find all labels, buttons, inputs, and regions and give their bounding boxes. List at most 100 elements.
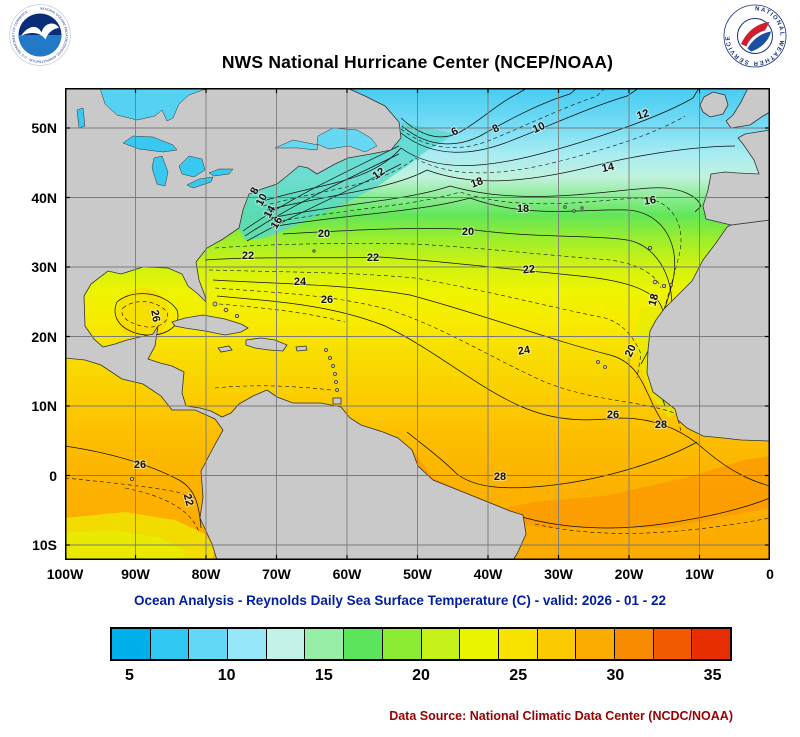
isotherm-dashed — [400, 88, 606, 148]
contour-label: 22 — [522, 263, 535, 276]
lon-tick-label: 70W — [262, 566, 291, 582]
colorbar-cell — [344, 629, 383, 659]
lon-tick-label: 40W — [473, 566, 503, 582]
contour-label: 14 — [601, 161, 616, 175]
isotherm-solid — [216, 295, 770, 487]
isotherm-dashed — [214, 243, 662, 289]
colorbar-cell — [189, 629, 229, 659]
noaa-seagull-icon — [21, 23, 59, 40]
contour-label: 28 — [494, 471, 506, 483]
contour-label: 28 — [655, 419, 667, 431]
colorbar-tick-label: 5 — [124, 667, 134, 684]
colorbar-tick-label: 35 — [703, 667, 722, 684]
lon-tick-label: 80W — [191, 566, 221, 582]
map-border — [65, 88, 770, 560]
colorbar-cell — [653, 629, 693, 659]
lon-tick-label: 0 — [766, 566, 774, 582]
americas-landmass — [65, 88, 527, 560]
lon-tick-label: 90W — [121, 566, 150, 582]
contour-label: 24 — [294, 276, 307, 288]
colorbar-tick-label: 20 — [412, 667, 430, 684]
isotherm-solid — [114, 293, 179, 336]
lake-winnipeg — [76, 107, 86, 129]
hudson-bay — [99, 88, 218, 122]
contour-label: 12 — [635, 107, 650, 122]
colorbar-cell — [498, 629, 538, 659]
nws-emblem-red-swoosh — [741, 22, 770, 47]
isotherm-solid — [400, 88, 528, 138]
contour-label: 26 — [134, 459, 146, 471]
lon-tick-label: 100W — [46, 566, 84, 582]
lat-lon-grid — [65, 88, 770, 560]
isotherm-solid — [246, 163, 402, 242]
latitude-axis: 50N 40N 30N 20N 10N 0 10S — [14, 88, 60, 560]
sst-map: 6 8 10 12 12 14 16 18 18 8 10 14 16 20 20 22 22 22 24 26 24 1… — [65, 88, 770, 560]
small-islands — [130, 205, 673, 481]
contour-label: 20 — [462, 226, 474, 238]
lake-superior — [122, 135, 178, 153]
isotherm-solid — [244, 153, 400, 237]
isotherm-solid — [266, 145, 736, 211]
colorbar-tick-label: 15 — [314, 667, 333, 684]
lon-tick-label: 10W — [685, 566, 714, 582]
map-subtitle: Ocean Analysis - Reynolds Daily Sea Surf… — [134, 593, 666, 608]
isotherm-dashed — [214, 287, 682, 433]
contour-label: 22 — [242, 250, 254, 262]
sst-colorbar — [110, 627, 732, 661]
colorbar-cell — [460, 629, 499, 659]
isotherm-solid — [242, 145, 400, 232]
colorbar-cell — [305, 629, 345, 659]
ireland-island — [699, 91, 729, 118]
lon-tick-label: 30W — [544, 566, 573, 582]
contour-label: 18 — [647, 293, 662, 308]
isotherm-solid — [212, 279, 666, 427]
isotherm-dashed — [262, 115, 686, 207]
data-source: Data Source: National Climatic Data Cent… — [389, 709, 733, 723]
isotherm-solid — [276, 197, 676, 365]
contour-label: 18 — [469, 175, 485, 190]
lake-erie — [186, 176, 214, 189]
page-title: NWS National Hurricane Center (NCEP/NOAA… — [221, 52, 614, 72]
lon-tick-label: 60W — [332, 566, 362, 582]
colorbar-cell — [112, 629, 151, 659]
isotherm-solid — [406, 431, 698, 489]
contour-label: 26 — [607, 409, 619, 421]
colorbar-cell — [382, 629, 422, 659]
lat-tick-label: 20N — [31, 328, 57, 345]
contour-label: 22 — [367, 252, 379, 264]
lat-tick-label: 30N — [31, 259, 57, 275]
isotherm-solid — [259, 88, 700, 203]
st-lawrence-river — [274, 139, 319, 151]
lat-tick-label: 40N — [31, 189, 57, 206]
jamaica-island — [217, 345, 233, 353]
lake-ontario — [208, 168, 234, 177]
lon-tick-label: 50W — [403, 566, 432, 582]
colorbar-cell — [266, 629, 306, 659]
colorbar-cell — [228, 629, 267, 659]
lat-tick-label: 10S — [32, 537, 57, 553]
iberia-france-landmass — [702, 129, 770, 226]
colorbar-cell — [692, 629, 730, 659]
colorbar-cell — [150, 629, 190, 659]
colorbar-cell — [421, 629, 461, 659]
colorbar-cell — [614, 629, 654, 659]
isotherm-dashed — [218, 303, 346, 323]
nws-logo: NATIONAL WEATHER SERVICE — [723, 4, 787, 68]
contour-label: 22 — [181, 493, 196, 508]
isotherm-dashed — [65, 477, 196, 499]
contour-label: 26 — [148, 309, 162, 323]
great-britain-island — [725, 88, 770, 129]
isotherm-dashed — [124, 487, 200, 533]
trinidad-island — [332, 397, 342, 405]
isotherm-solid — [482, 497, 770, 529]
lake-huron — [178, 155, 206, 178]
contour-label: 24 — [517, 344, 532, 358]
isotherm-dashed — [121, 301, 168, 328]
lat-tick-label: 10N — [31, 398, 57, 414]
isotherm-solid — [400, 88, 640, 153]
colorbar-tick-label: 30 — [606, 667, 625, 684]
contour-label: 26 — [321, 294, 333, 306]
longitude-axis: 100W 90W 80W 70W 60W 50W 40W 30W 20W 10W 0 — [47, 566, 774, 584]
